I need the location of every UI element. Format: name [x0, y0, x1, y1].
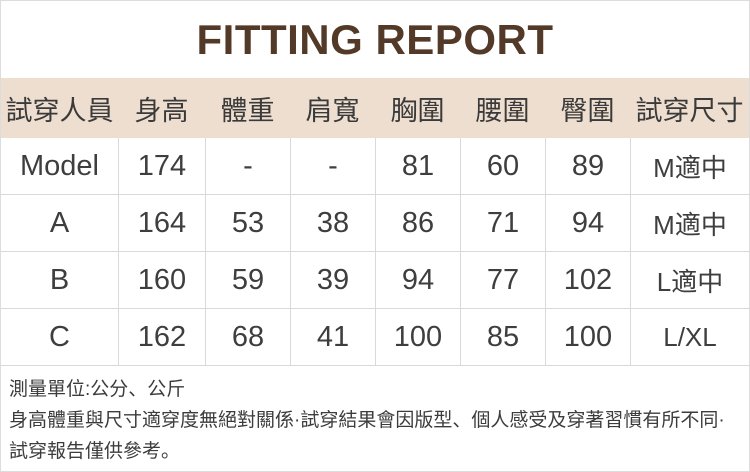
table-cell: A	[1, 195, 118, 252]
table-cell: -	[290, 138, 375, 195]
table-cell: Model	[1, 138, 118, 195]
table-row-a: A 164 53 38 86 71 94 M適中	[1, 195, 749, 252]
table-row-b: B 160 59 39 94 77 102 L適中	[1, 252, 749, 309]
table-cell: 94	[375, 252, 460, 309]
table-cell: B	[1, 252, 118, 309]
measurement-unit-note: 測量單位:公分、公斤	[9, 379, 186, 400]
table-cell: 68	[205, 309, 290, 366]
table-cell: 39	[290, 252, 375, 309]
header-cell-tester: 試穿人員	[5, 95, 114, 126]
table-cell: M適中	[630, 138, 749, 195]
table-cell: 100	[545, 309, 630, 366]
table-cell: L/XL	[630, 309, 749, 366]
table-cell: 162	[118, 309, 205, 366]
page-title: FITTING REPORT	[196, 15, 554, 63]
table-cell: 174	[118, 138, 205, 195]
table-cell: 100	[375, 309, 460, 366]
table-row-c: C 162 68 41 100 85 100 L/XL	[1, 309, 749, 366]
footer-notes: 測量單位:公分、公斤 身高體重與尺寸適穿度無絕對關係·試穿結果會因版型、個人感受…	[1, 366, 749, 467]
table-cell: 41	[290, 309, 375, 366]
table-cell: 164	[118, 195, 205, 252]
table-cell: 160	[118, 252, 205, 309]
header-cell-height: 身高	[134, 95, 189, 126]
table-cell: 60	[460, 138, 545, 195]
table-cell: L適中	[630, 252, 749, 309]
table-cell: M適中	[630, 195, 749, 252]
header-cell-weight: 體重	[220, 95, 275, 126]
table-cell: -	[205, 138, 290, 195]
table-cell: 38	[290, 195, 375, 252]
disclaimer-note: 身高體重與尺寸適穿度無絕對關係·試穿結果會因版型、個人感受及穿著習慣有所不同·試…	[9, 410, 725, 462]
table-cell: 102	[545, 252, 630, 309]
header-cell-waist: 腰圍	[475, 95, 530, 126]
table-cell: 71	[460, 195, 545, 252]
header-cell-size: 試穿尺寸	[635, 95, 744, 126]
table-cell: 89	[545, 138, 630, 195]
table-row-model: Model 174 - - 81 60 89 M適中	[1, 138, 749, 195]
table-header-row: 試穿人員 身高 體重 肩寬 胸圍 腰圍 臀圍 試穿尺寸	[1, 78, 749, 138]
header-cell-chest: 胸圍	[390, 95, 445, 126]
table-cell: 85	[460, 309, 545, 366]
table-cell: 59	[205, 252, 290, 309]
table-cell: 53	[205, 195, 290, 252]
header-cell-shoulder: 肩寬	[305, 95, 360, 126]
table-cell: C	[1, 309, 118, 366]
title-bar: FITTING REPORT	[1, 1, 749, 78]
table-body: Model 174 - - 81 60 89 M適中 A 164 53 38 8…	[1, 138, 749, 366]
header-cell-hip: 臀圍	[560, 95, 615, 126]
table-cell: 94	[545, 195, 630, 252]
table-cell: 86	[375, 195, 460, 252]
table-cell: 81	[375, 138, 460, 195]
table-cell: 77	[460, 252, 545, 309]
